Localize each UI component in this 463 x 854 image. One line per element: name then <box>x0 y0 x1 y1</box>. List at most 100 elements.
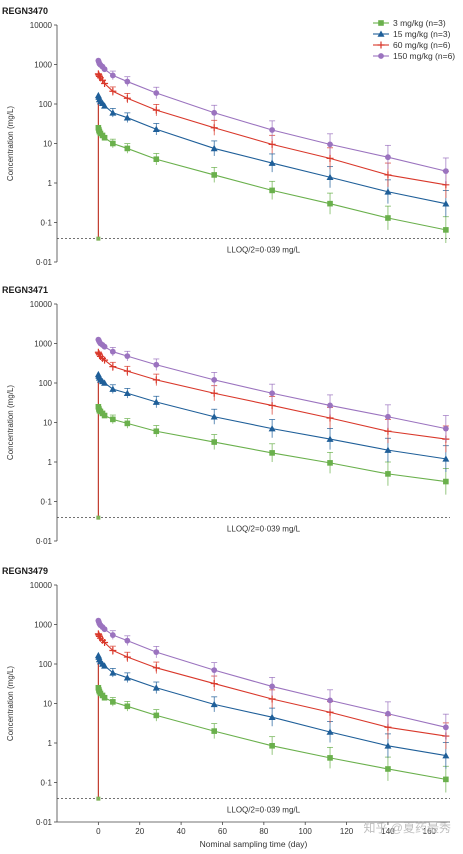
data-point-triangle <box>442 455 450 462</box>
legend-label: 60 mg/kg (n=6) <box>393 40 451 50</box>
data-point-square <box>153 712 160 719</box>
y-tick-label: 0·1 <box>40 219 52 228</box>
data-point-circle <box>109 632 116 638</box>
data-point-triangle <box>384 742 392 749</box>
data-point-square <box>269 187 275 194</box>
y-axis-label: Concentration (mg/L) <box>6 385 15 460</box>
data-point-circle <box>211 667 218 674</box>
series-3 <box>95 57 449 185</box>
data-point-circle <box>101 66 108 73</box>
data-point-plus <box>326 154 334 162</box>
data-point-circle <box>211 109 218 116</box>
lloq-label: LLOQ/2=0·039 mg/L <box>227 525 301 534</box>
series-0 <box>95 124 449 244</box>
y-axis-label: Concentration (mg/L) <box>6 106 15 181</box>
series-0 <box>95 684 449 793</box>
data-point-circle <box>124 78 131 85</box>
data-point-square <box>385 766 391 772</box>
data-point-triangle <box>268 713 276 720</box>
data-point-square <box>443 227 449 233</box>
data-point-square <box>385 215 391 221</box>
y-tick-label: 10 <box>43 140 52 149</box>
chart-panel-regn3479: REGN3479 Concentration (mg/L) 0·01 0·1 1 10 10… <box>2 566 450 849</box>
x-tick-label: 100 <box>299 827 313 836</box>
data-point-triangle <box>210 413 218 420</box>
data-point-triangle <box>109 669 117 676</box>
data-point-triangle <box>109 385 117 392</box>
data-point-plus <box>377 41 385 49</box>
data-point-square <box>101 412 108 419</box>
legend-item: 3 mg/kg (n=3) <box>373 18 446 28</box>
data-point-square <box>327 200 333 207</box>
data-point-circle <box>442 425 449 432</box>
y-tick-label: 100 <box>39 660 53 669</box>
data-point-square <box>443 776 449 783</box>
data-point-triangle <box>152 398 160 405</box>
data-point-plus <box>384 427 392 435</box>
x-tick-label: 140 <box>381 827 395 836</box>
y-tick-label: 10000 <box>30 21 53 30</box>
y-tick-label: 0·01 <box>36 537 53 546</box>
data-point-square <box>378 20 384 26</box>
y-tick-label: 10 <box>43 419 52 428</box>
data-point-triangle <box>268 159 276 166</box>
data-point-triangle <box>123 389 131 397</box>
chart-legend: 3 mg/kg (n=3)15 mg/kg (n=3)60 mg/kg (n=6… <box>373 18 455 61</box>
data-point-square <box>110 416 116 423</box>
data-point-triangle <box>377 30 385 37</box>
data-point-square <box>124 703 131 710</box>
data-point-square <box>101 694 108 701</box>
legend-item: 150 mg/kg (n=6) <box>373 51 455 61</box>
data-point-plus <box>101 80 109 88</box>
y-tick-label: 10000 <box>30 581 53 590</box>
y-tick-label: 10 <box>43 700 52 709</box>
data-point-plus <box>210 124 218 132</box>
series-0 <box>95 403 449 495</box>
data-point-circle <box>269 390 276 397</box>
data-point-square <box>385 471 391 477</box>
data-point-plus <box>101 356 109 364</box>
data-point-circle <box>101 626 108 633</box>
data-point-square <box>110 699 116 705</box>
data-point-plus <box>384 171 392 179</box>
data-point-plus <box>152 106 160 114</box>
data-point-plus <box>109 87 117 95</box>
data-point-plus <box>268 401 276 409</box>
data-point-plus <box>268 695 276 703</box>
data-point-triangle <box>384 446 392 453</box>
data-point-square <box>327 460 333 466</box>
data-point-triangle <box>210 700 218 708</box>
y-tick-label: 0·1 <box>40 779 52 788</box>
data-point-circle <box>327 402 333 409</box>
data-point-plus <box>152 664 160 672</box>
x-tick-label: 120 <box>340 827 354 836</box>
legend-label: 150 mg/kg (n=6) <box>393 51 455 61</box>
y-tick-label: 1 <box>48 179 53 188</box>
series-3 <box>95 336 449 442</box>
x-tick-label: 0 <box>96 827 101 836</box>
series-3 <box>95 617 449 741</box>
data-point-circle <box>211 376 218 383</box>
data-point-square <box>110 140 116 147</box>
data-point-triangle <box>442 752 450 759</box>
data-point-triangle <box>123 114 131 121</box>
data-point-circle <box>109 348 116 355</box>
data-point-square <box>443 478 449 485</box>
data-point-triangle <box>326 435 334 442</box>
data-point-plus <box>109 646 117 654</box>
data-point-circle <box>153 649 160 656</box>
data-point-plus <box>210 389 218 397</box>
data-point-triangle <box>384 188 392 195</box>
data-point-circle <box>442 724 449 731</box>
y-tick-label: 1 <box>48 739 53 748</box>
data-point-triangle <box>123 674 131 681</box>
data-point-circle <box>327 141 333 148</box>
watermark-text: 知乎 @夏药最秀 <box>363 821 451 835</box>
y-tick-label: 100 <box>39 379 53 388</box>
data-point-plus <box>101 639 109 647</box>
data-point-plus <box>268 140 276 148</box>
data-point-square <box>327 755 333 761</box>
data-point-circle <box>442 168 449 175</box>
